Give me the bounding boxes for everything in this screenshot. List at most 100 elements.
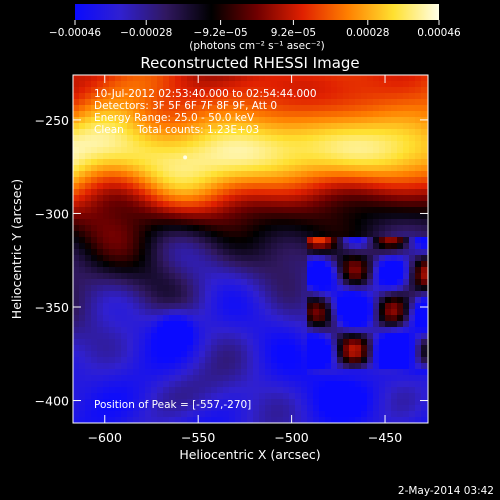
heatmap-cell xyxy=(409,123,416,130)
heatmap-cell xyxy=(169,363,176,370)
heatmap-cell xyxy=(133,87,140,94)
heatmap-cell xyxy=(97,363,104,370)
heatmap-cell xyxy=(169,165,176,172)
heatmap-cell xyxy=(259,87,266,94)
heatmap-cell xyxy=(385,129,392,136)
heatmap-cell xyxy=(421,99,428,106)
heatmap-cell xyxy=(373,375,380,382)
heatmap-cell xyxy=(265,195,272,202)
heatmap-cell xyxy=(211,393,218,400)
heatmap-cell xyxy=(253,273,260,280)
heatmap-cell xyxy=(391,177,398,184)
heatmap-cell xyxy=(199,171,206,178)
heatmap-cell xyxy=(127,393,134,400)
heatmap-cell xyxy=(163,201,170,208)
heatmap-cell xyxy=(349,405,356,412)
heatmap-cell xyxy=(391,141,398,148)
heatmap-cell xyxy=(307,165,314,172)
heatmap-cell xyxy=(373,147,380,154)
heatmap-cell xyxy=(415,207,422,214)
heatmap-cell xyxy=(133,339,140,346)
heatmap-cell xyxy=(289,195,296,202)
heatmap-cell xyxy=(343,147,350,154)
heatmap-cell xyxy=(91,285,98,292)
heatmap-cell xyxy=(115,237,122,244)
heatmap-cell xyxy=(367,369,374,376)
heatmap-cell xyxy=(73,183,80,190)
heatmap-cell xyxy=(367,189,374,196)
heatmap-cell xyxy=(211,309,218,316)
heatmap-cell xyxy=(235,411,242,418)
heatmap-cell xyxy=(157,405,164,412)
heatmap-cell xyxy=(361,321,368,328)
heatmap-cell xyxy=(355,321,362,328)
heatmap-cell xyxy=(253,75,260,82)
heatmap-cell xyxy=(217,159,224,166)
heatmap-cell xyxy=(127,213,134,220)
heatmap-cell xyxy=(169,261,176,268)
heatmap-cell xyxy=(289,387,296,394)
heatmap-cell xyxy=(307,285,314,292)
heatmap-cell xyxy=(235,369,242,376)
heatmap-cell xyxy=(367,345,374,352)
heatmap-cell xyxy=(415,357,422,364)
heatmap-cell xyxy=(253,195,260,202)
heatmap-cell xyxy=(223,309,230,316)
heatmap-cell xyxy=(391,87,398,94)
heatmap-cell xyxy=(127,147,134,154)
heatmap-cell xyxy=(229,111,236,118)
heatmap-cell xyxy=(349,225,356,232)
heatmap-cell xyxy=(133,405,140,412)
heatmap-cell xyxy=(271,129,278,136)
heatmap-cell xyxy=(223,117,230,124)
heatmap-cell xyxy=(151,291,158,298)
heatmap-cell xyxy=(73,225,80,232)
heatmap-cell xyxy=(259,333,266,340)
heatmap-cell xyxy=(325,99,332,106)
heatmap-cell xyxy=(97,255,104,262)
heatmap-cell xyxy=(253,393,260,400)
heatmap-cell xyxy=(295,207,302,214)
heatmap-cell xyxy=(139,381,146,388)
heatmap-cell xyxy=(421,237,428,244)
heatmap-cell xyxy=(379,285,386,292)
heatmap-cell xyxy=(217,99,224,106)
heatmap-cell xyxy=(421,285,428,292)
heatmap-cell xyxy=(265,369,272,376)
heatmap-cell xyxy=(175,297,182,304)
heatmap-cell xyxy=(139,345,146,352)
heatmap-cell xyxy=(271,249,278,256)
heatmap-cell xyxy=(409,213,416,220)
heatmap-cell xyxy=(409,315,416,322)
heatmap-cell xyxy=(373,141,380,148)
heatmap-cell xyxy=(307,351,314,358)
heatmap-cell xyxy=(283,147,290,154)
heatmap-cell xyxy=(409,285,416,292)
heatmap-cell xyxy=(103,285,110,292)
heatmap-cell xyxy=(121,333,128,340)
heatmap-cell xyxy=(109,375,116,382)
heatmap-cell xyxy=(217,135,224,142)
heatmap-cell xyxy=(319,87,326,94)
heatmap-cell xyxy=(175,135,182,142)
heatmap-cell xyxy=(289,105,296,112)
heatmap-cell xyxy=(355,117,362,124)
heatmap-cell xyxy=(277,237,284,244)
heatmap-cell xyxy=(139,369,146,376)
heatmap-cell xyxy=(367,375,374,382)
heatmap-cell xyxy=(121,177,128,184)
heatmap-cell xyxy=(337,183,344,190)
heatmap-cell xyxy=(169,327,176,334)
heatmap-cell xyxy=(331,87,338,94)
heatmap-cell xyxy=(139,285,146,292)
heatmap-cell xyxy=(313,285,320,292)
heatmap-cell xyxy=(373,339,380,346)
heatmap-cell xyxy=(319,393,326,400)
heatmap-cell xyxy=(307,225,314,232)
heatmap-cell xyxy=(133,123,140,130)
heatmap-cell xyxy=(259,369,266,376)
heatmap-cell xyxy=(235,315,242,322)
heatmap-cell xyxy=(265,321,272,328)
heatmap-cell xyxy=(349,171,356,178)
heatmap-cell xyxy=(193,93,200,100)
